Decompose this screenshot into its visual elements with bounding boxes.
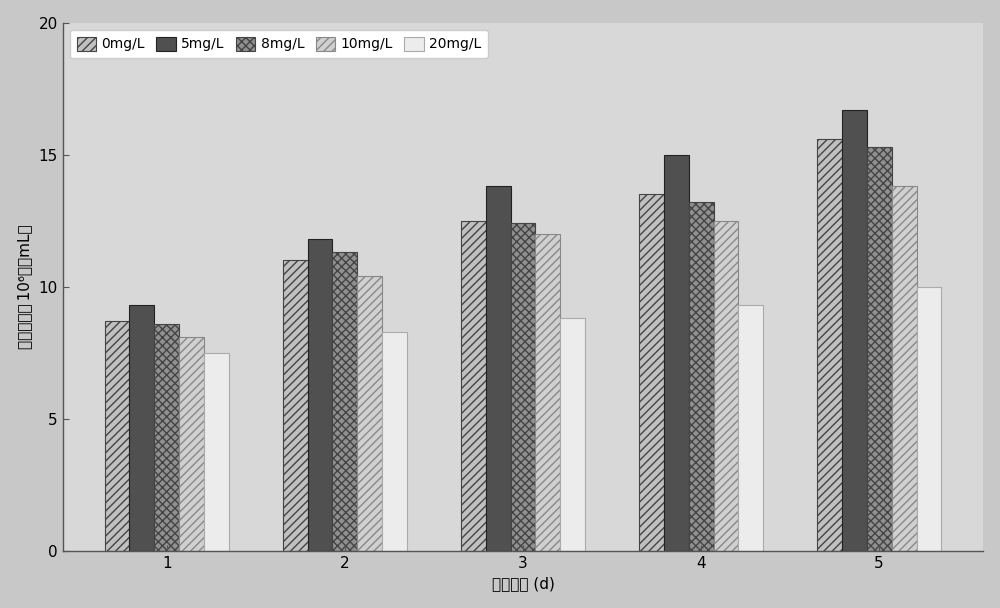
- Bar: [738, 305, 763, 551]
- Bar: [535, 234, 560, 551]
- Bar: [867, 147, 892, 551]
- Bar: [332, 252, 357, 551]
- Bar: [639, 195, 664, 551]
- Bar: [892, 187, 917, 551]
- Bar: [461, 221, 486, 551]
- Bar: [664, 154, 689, 551]
- Bar: [560, 319, 585, 551]
- Bar: [357, 276, 382, 551]
- Bar: [511, 223, 535, 551]
- Bar: [308, 240, 332, 551]
- Bar: [204, 353, 229, 551]
- Bar: [486, 187, 511, 551]
- Bar: [917, 287, 941, 551]
- Y-axis label: 藻细胞数（ 10⁶个／mL）: 藻细胞数（ 10⁶个／mL）: [17, 224, 32, 349]
- Bar: [689, 202, 714, 551]
- Legend: 0mg/L, 5mg/L, 8mg/L, 10mg/L, 20mg/L: 0mg/L, 5mg/L, 8mg/L, 10mg/L, 20mg/L: [70, 30, 488, 58]
- Bar: [105, 321, 129, 551]
- Bar: [842, 110, 867, 551]
- Bar: [382, 332, 407, 551]
- Bar: [179, 337, 204, 551]
- X-axis label: 培养时间 (d): 培养时间 (d): [492, 576, 554, 592]
- Bar: [714, 221, 738, 551]
- Bar: [154, 324, 179, 551]
- Bar: [129, 305, 154, 551]
- Bar: [283, 260, 308, 551]
- Bar: [817, 139, 842, 551]
